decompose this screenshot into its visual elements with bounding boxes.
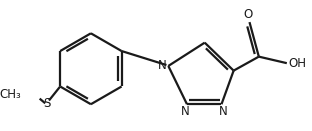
Text: S: S: [43, 97, 51, 110]
Text: OH: OH: [288, 57, 306, 70]
Text: CH₃: CH₃: [0, 88, 21, 101]
Text: N: N: [181, 105, 189, 118]
Text: O: O: [243, 8, 252, 21]
Text: N: N: [158, 59, 166, 72]
Text: N: N: [219, 105, 228, 118]
